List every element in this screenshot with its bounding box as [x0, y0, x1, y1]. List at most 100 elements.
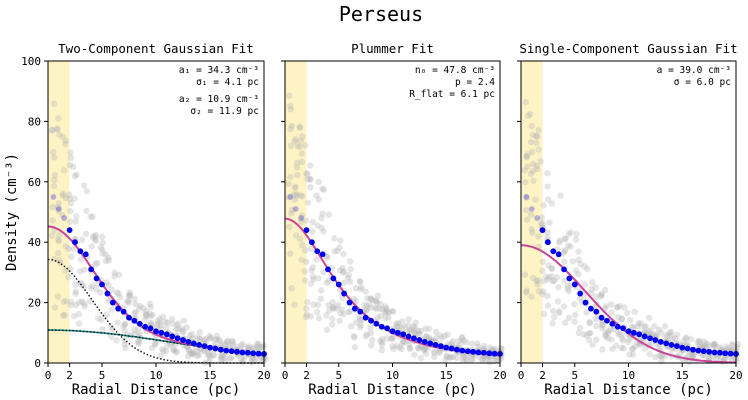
x-tick-label: 2 — [539, 369, 546, 382]
scatter-point — [175, 325, 182, 333]
scatter-point — [362, 288, 369, 295]
scatter-point — [75, 310, 83, 318]
scatter-point — [657, 329, 664, 336]
scatter-point — [575, 329, 582, 337]
scatter-point — [125, 292, 133, 299]
scatter-point — [372, 305, 380, 312]
scatter-point — [421, 347, 428, 354]
scatter-point — [347, 265, 354, 273]
scatter-point — [116, 294, 124, 301]
scatter-point — [368, 342, 375, 349]
scatter-point — [244, 344, 252, 352]
profile-point — [196, 341, 203, 348]
scatter-point — [115, 271, 123, 278]
scatter-point — [598, 321, 606, 329]
scatter-point — [495, 357, 503, 364]
scatter-point — [441, 332, 448, 340]
scatter-point — [683, 334, 690, 341]
profile-points — [50, 194, 267, 357]
profile-point — [88, 266, 95, 273]
scatter-point — [539, 267, 546, 275]
scatter-point — [620, 304, 628, 311]
y-tick-label: 20 — [28, 297, 41, 310]
scatter-point — [631, 343, 639, 350]
scatter-point — [653, 331, 660, 339]
scatter-point — [173, 321, 180, 329]
profile-point — [571, 281, 578, 288]
scatter-point — [285, 180, 292, 187]
scatter-point — [576, 295, 584, 302]
scatter-point — [355, 313, 363, 321]
scatter-point — [156, 315, 163, 323]
scatter-point — [555, 309, 563, 317]
scatter-point — [524, 151, 532, 158]
scatter-point — [54, 126, 61, 133]
scatter-point — [548, 272, 555, 280]
scatter-point — [254, 345, 262, 352]
scatter-point — [196, 336, 204, 343]
scatter-point — [498, 345, 505, 353]
scatter-point — [545, 196, 552, 203]
scatter-point — [710, 341, 717, 348]
scatter-point — [149, 311, 156, 318]
scatter-point — [377, 301, 384, 308]
scatter-point — [60, 167, 68, 174]
scatter-point — [395, 323, 402, 330]
scatter-point — [56, 231, 63, 239]
scatter-point — [700, 338, 708, 345]
profile-point — [539, 227, 546, 234]
scatter-point — [723, 343, 730, 350]
x-tick-label: 20 — [257, 369, 270, 382]
scatter-point — [588, 279, 596, 286]
scatter-point — [115, 290, 122, 297]
scatter-point — [608, 309, 615, 316]
scatter-point — [459, 333, 466, 341]
scatter-point — [72, 290, 79, 297]
scatter-point — [559, 250, 567, 258]
scatter-point — [597, 292, 605, 300]
scatter-point — [618, 344, 625, 352]
scatter-point — [131, 310, 138, 317]
scatter-point — [390, 345, 397, 353]
scatter-point — [55, 237, 63, 245]
scatter-point — [143, 311, 150, 319]
scatter-point — [317, 295, 325, 303]
scatter-point — [87, 284, 95, 292]
scatter-point — [121, 321, 129, 328]
scatter-point — [211, 336, 218, 344]
scatter-point — [54, 203, 61, 211]
scatter-point — [642, 323, 649, 330]
scatter-point — [292, 232, 300, 239]
profile-point — [373, 320, 380, 327]
scatter-point — [411, 351, 418, 358]
scatter-point — [61, 312, 68, 319]
scatter-point — [567, 229, 574, 236]
scatter-point — [376, 337, 384, 345]
scatter-point — [194, 352, 201, 360]
scatter-point — [414, 330, 422, 337]
scatter-point — [238, 359, 246, 366]
scatter-point — [147, 303, 155, 311]
scatter-point — [379, 335, 386, 343]
x-tick-label: 10 — [149, 369, 162, 382]
scatter-point — [302, 142, 309, 149]
scatter-point — [602, 302, 610, 310]
scatter-point — [307, 184, 314, 191]
profile-points — [523, 194, 739, 357]
scatter-point — [195, 351, 202, 359]
profile-point — [341, 290, 348, 297]
scatter-point — [222, 341, 230, 348]
scatter-point — [592, 284, 600, 291]
scatter-point — [548, 265, 555, 272]
scatter-point — [88, 243, 95, 250]
scatter-point — [66, 191, 73, 199]
profile-point — [131, 317, 138, 324]
scatter-point — [529, 160, 537, 168]
scatter-point — [113, 289, 121, 296]
y-tick-label: 0 — [34, 357, 41, 370]
profile-point — [641, 333, 648, 340]
scatter-point — [468, 340, 475, 347]
scatter-point — [319, 185, 326, 192]
scatter-point — [645, 328, 653, 336]
scatter-point — [395, 320, 402, 327]
